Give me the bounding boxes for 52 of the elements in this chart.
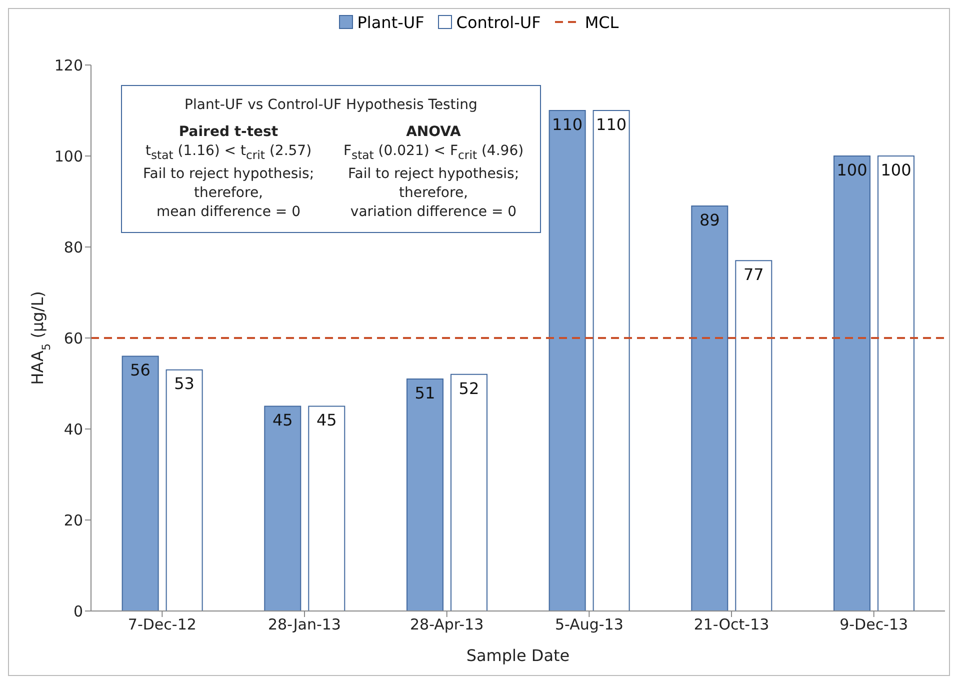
annotation: mean difference = 0 — [156, 202, 302, 222]
bar — [264, 406, 302, 611]
bar — [122, 356, 159, 611]
y-tick-label: 60 — [64, 329, 83, 348]
bar — [406, 378, 444, 611]
data-label: 110 — [596, 114, 627, 134]
bar — [877, 156, 914, 611]
annotation: t$_{stat}$ (1.16) < t$_{crit}$ (2.57) — [144, 142, 313, 164]
data-label: 45 — [272, 410, 293, 430]
bar — [735, 260, 772, 611]
bar — [548, 110, 586, 611]
legend-label: Control-UF — [455, 12, 541, 32]
bar — [833, 156, 870, 611]
y-tick-label: 40 — [64, 420, 83, 438]
data-label: 77 — [743, 265, 764, 284]
data-label: 89 — [699, 210, 720, 230]
x-tick-label: 5-Aug-13 — [554, 616, 624, 634]
annotation: therefore, — [398, 184, 470, 203]
x-tick-label: 28-Apr-13 — [410, 616, 484, 634]
data-label: 45 — [316, 410, 337, 430]
x-tick-label: 21-Oct-13 — [694, 616, 770, 634]
bar — [166, 369, 203, 611]
x-tick-label: 7-Dec-12 — [128, 616, 196, 634]
y-tick-label: 100 — [54, 147, 83, 166]
data-label: 100 — [880, 160, 912, 180]
data-label: 51 — [414, 383, 436, 402]
x-tick-label: 9-Dec-13 — [840, 616, 908, 634]
data-label: 56 — [130, 360, 150, 380]
y-tick-label: 120 — [54, 56, 83, 74]
bar — [308, 406, 346, 611]
annotation: Fail to reject hypothesis; — [142, 164, 316, 184]
annotation: therefore, — [192, 184, 264, 203]
y-tick-label: 0 — [73, 602, 83, 620]
legend-label: Plant-UF — [356, 12, 424, 32]
legend-label: MCL — [584, 12, 619, 32]
annotation: F$_{stat}$ (0.021) < F$_{crit}$ (4.96) — [342, 142, 525, 164]
data-label: 52 — [458, 378, 480, 398]
y-tick-label: 20 — [64, 511, 83, 530]
y-tick-label: 80 — [64, 238, 83, 256]
data-label: 100 — [836, 160, 868, 180]
annotation: Fail to reject hypothesis; — [346, 164, 520, 184]
bar — [450, 374, 488, 611]
x-axis-title: Sample Date — [466, 646, 570, 665]
annotation: ANOVA — [405, 123, 462, 142]
annotation: variation difference = 0 — [349, 202, 518, 222]
x-tick-label: 28-Jan-13 — [268, 616, 341, 634]
data-label: 110 — [552, 114, 583, 134]
bar — [592, 110, 630, 611]
annotation: Plant-UF vs Control-UF Hypothesis Testing — [184, 96, 478, 115]
annotation: Paired t-test — [178, 123, 280, 142]
data-label: 53 — [174, 374, 194, 394]
bar — [691, 206, 728, 611]
